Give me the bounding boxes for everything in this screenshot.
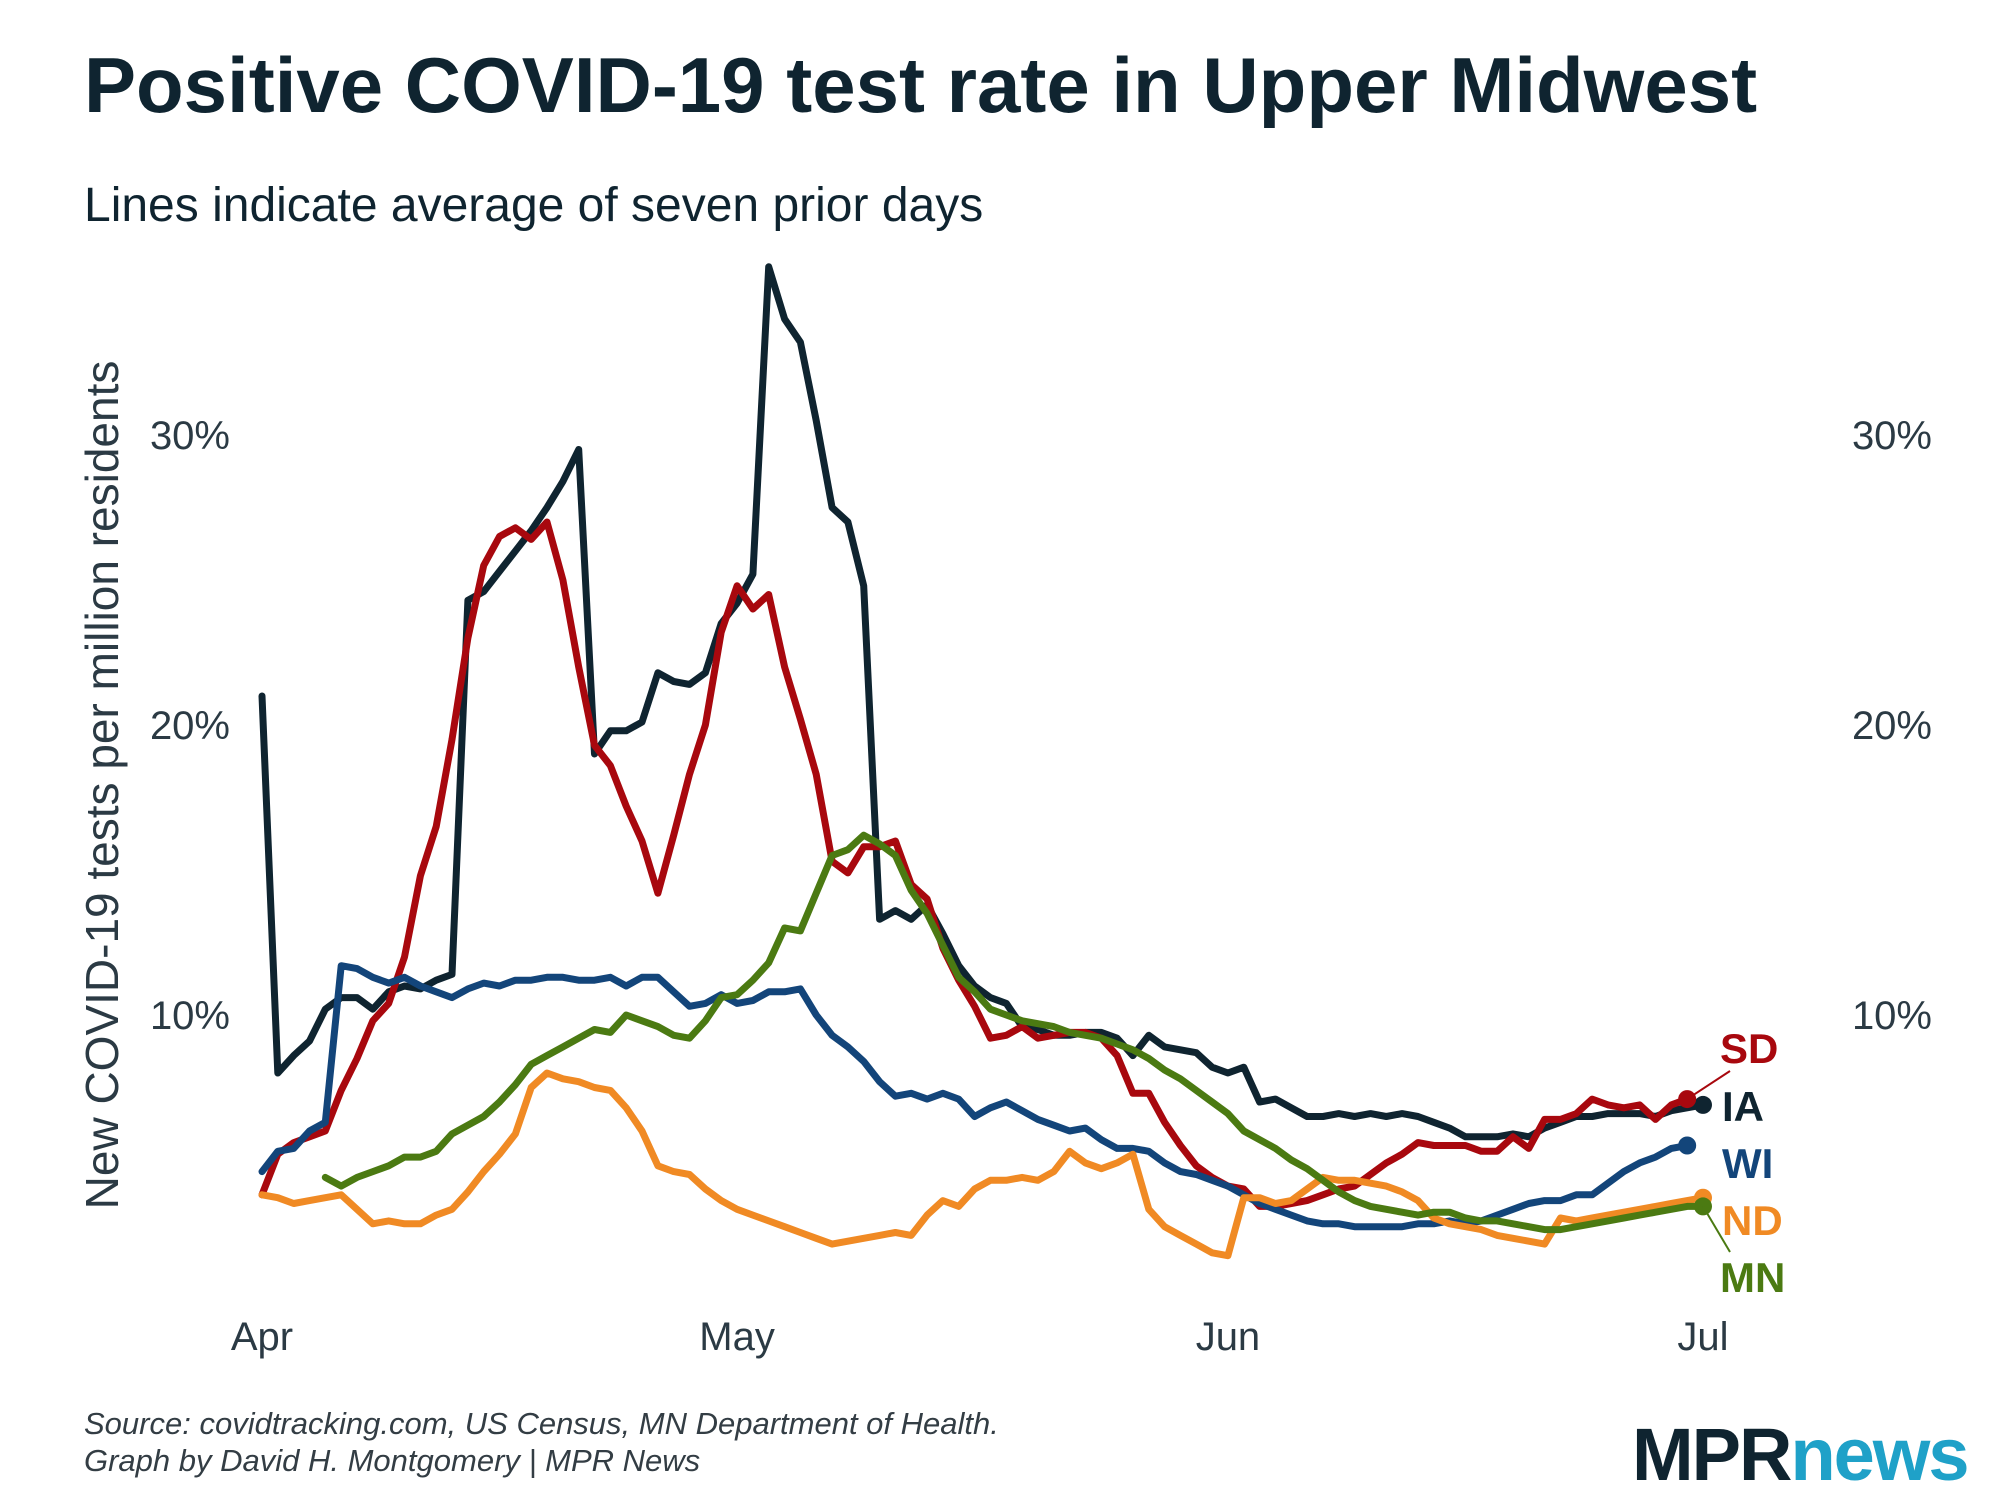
logo-news: news [1790, 1413, 1969, 1496]
x-axis: Apr May Jun Jul [231, 1315, 1729, 1359]
mpr-news-logo: MPRnews [1632, 1412, 1970, 1497]
series-line-ia [258, 263, 1707, 1141]
logo-mpr: MPR [1632, 1413, 1792, 1496]
series-end-dot-wi [1678, 1136, 1697, 1155]
leader-line-sd [1686, 1070, 1731, 1100]
source-note: Source: covidtracking.com, US Census, MN… [84, 1405, 999, 1479]
series-end-dot-ia [1694, 1095, 1712, 1114]
chart-subtitle: Lines indicate average of seven prior da… [84, 179, 984, 232]
x-tick-apr: Apr [231, 1315, 293, 1359]
x-tick-jun: Jun [1196, 1315, 1261, 1359]
y-tick-right-10: 10% [1852, 994, 1932, 1038]
series-line-mn [321, 831, 1707, 1234]
series-label-wi: WI [1722, 1140, 1773, 1187]
chart-title: Positive COVID-19 test rate in Upper Mid… [84, 41, 1758, 129]
x-tick-may: May [699, 1315, 775, 1359]
y-tick-left-30: 30% [150, 414, 230, 458]
series-label-nd: ND [1722, 1197, 1783, 1244]
series-label-sd: SD [1720, 1025, 1778, 1072]
series-lines [258, 263, 1712, 1260]
x-tick-jul: Jul [1677, 1315, 1728, 1359]
source-line-2: Graph by David H. Montgomery | MPR News [84, 1443, 701, 1478]
y-tick-right-30: 30% [1852, 414, 1932, 458]
series-line-sd [258, 518, 1691, 1210]
series-label-ia: IA [1722, 1083, 1764, 1130]
series-line-nd [258, 1069, 1707, 1260]
y-axis-right: 10% 20% 30% [1852, 414, 1932, 1038]
y-axis-label: New COVID-19 tests per million residents [76, 361, 128, 1210]
y-tick-left-20: 20% [150, 704, 230, 748]
source-line-1: Source: covidtracking.com, US Census, MN… [84, 1406, 999, 1441]
y-tick-left-10: 10% [150, 994, 230, 1038]
y-axis-left: 10% 20% 30% [150, 414, 230, 1038]
series-label-mn: MN [1720, 1254, 1785, 1301]
line-chart: 10% 20% 30% 10% 20% 30% Apr May Jun Jul New COV… [76, 263, 1932, 1359]
series-end-labels: SD IA WI ND MN [1686, 1025, 1785, 1301]
leader-line-mn [1702, 1205, 1731, 1253]
y-tick-right-20: 20% [1852, 704, 1932, 748]
